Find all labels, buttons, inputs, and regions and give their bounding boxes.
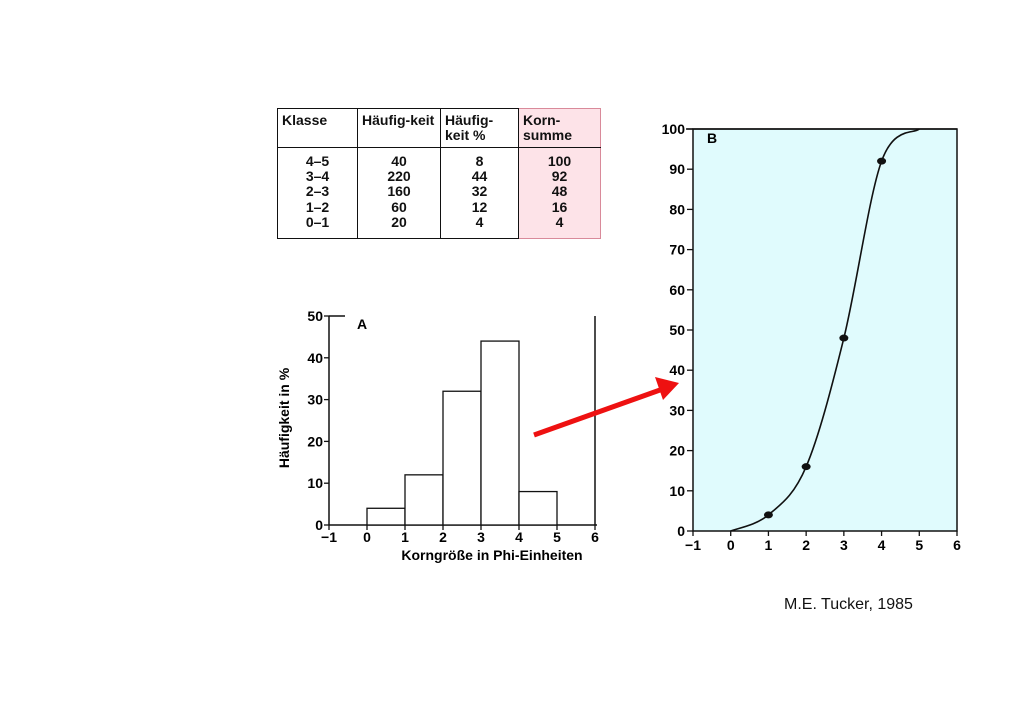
histogram-x-tick-label: 0	[363, 529, 371, 545]
cumulative-data-point	[801, 463, 811, 471]
cell-haeufigkeit: 60	[357, 199, 441, 215]
cell-kornsumme: 16	[518, 199, 601, 215]
histogram-bar	[442, 390, 482, 526]
cell-kornsumme: 100	[518, 147, 601, 170]
cell-prozent: 12	[440, 199, 519, 215]
cumulative-x-tick-label: 1	[765, 537, 773, 553]
histogram-y-axis-label: Häufigkeit in %	[276, 367, 292, 468]
header-kornsumme: Korn-summe	[518, 108, 601, 148]
cumulative-x-tick-label: 4	[878, 537, 886, 553]
cumulative-y-tick-label: 80	[669, 201, 685, 217]
cumulative-y-tick-label: 100	[662, 121, 686, 137]
cumulative-y-tick-label: 10	[669, 483, 685, 499]
cell-klasse: 0–1	[277, 214, 358, 239]
cumulative-data-points	[763, 157, 887, 519]
header-haeufigkeit: Häufig-keit	[357, 108, 441, 148]
histogram-x-axis-label: Korngröße in Phi-Einheiten	[401, 547, 582, 563]
cumulative-y-tick-label: 0	[677, 523, 685, 539]
histogram-y-tick-label: 20	[307, 433, 323, 449]
table-row: 0–1 20 4 4	[277, 214, 601, 239]
table-header-row: Klasse Häufig-keit Häufig-keit % Korn-su…	[277, 108, 601, 148]
cell-prozent: 44	[440, 169, 519, 185]
histogram-y-tick-label: 40	[307, 350, 323, 366]
cell-haeufigkeit: 160	[357, 184, 441, 200]
cumulative-data-point	[877, 157, 887, 165]
cumulative-x-ticks: −1 0 1 2 3 4 5 6	[685, 531, 961, 553]
histogram-x-tick-label: 6	[591, 529, 599, 545]
cumulative-plot-background	[692, 128, 958, 532]
arrow-head	[655, 377, 679, 400]
cumulative-x-tick-label: 0	[727, 537, 735, 553]
cell-haeufigkeit: 220	[357, 169, 441, 185]
cumulative-x-tick-label: −1	[685, 537, 701, 553]
cumulative-y-tick-label: 20	[669, 443, 685, 459]
histogram-x-tick-label: 5	[553, 529, 561, 545]
histogram-x-tick-label: −1	[321, 529, 337, 545]
arrow-shaft	[533, 387, 661, 438]
cumulative-y-tick-label: 60	[669, 282, 685, 298]
cell-kornsumme: 48	[518, 184, 601, 200]
cell-prozent: 4	[440, 214, 519, 239]
histogram-bar	[518, 490, 558, 526]
histogram-x-tick-label: 1	[401, 529, 409, 545]
cell-haeufigkeit: 20	[357, 214, 441, 239]
cumulative-y-tick-label: 30	[669, 402, 685, 418]
histogram-y-tick-label: 30	[307, 392, 323, 408]
cell-kornsumme: 92	[518, 169, 601, 185]
cell-klasse: 1–2	[277, 199, 358, 215]
histogram-x-tick-label: 2	[439, 529, 447, 545]
cumulative-y-tick-label: 70	[669, 242, 685, 258]
histogram-y-tick-label: 10	[307, 475, 323, 491]
cell-haeufigkeit: 40	[357, 147, 441, 170]
table-row: 3–4 220 44 92	[277, 169, 601, 185]
table-row: 1–2 60 12 16	[277, 199, 601, 215]
histogram-x-tick-label: 4	[515, 529, 523, 545]
cumulative-x-tick-label: 2	[802, 537, 810, 553]
histogram-panel-label: A	[357, 316, 367, 332]
cumulative-y-tick-label: 90	[669, 161, 685, 177]
histogram-y-tick-label: 50	[307, 308, 323, 324]
cumulative-data-point	[839, 334, 849, 342]
table-row: 2–3 160 32 48	[277, 184, 601, 200]
cell-klasse: 2–3	[277, 184, 358, 200]
grain-size-table: Klasse Häufig-keit Häufig-keit % Korn-su…	[277, 108, 601, 239]
cumulative-y-ticks: 0 10 20 30 40 50 60 70 80 90 100	[662, 121, 693, 539]
cumulative-x-tick-label: 5	[915, 537, 923, 553]
header-klasse: Klasse	[277, 108, 358, 148]
histogram-x-tick-label: 3	[477, 529, 485, 545]
histogram-bars	[366, 340, 558, 526]
cumulative-panel-label: B	[707, 130, 717, 146]
cumulative-y-tick-label: 40	[669, 362, 685, 378]
histogram-y-ticks: 0 10 20 30 40 50	[307, 308, 329, 533]
histogram-y-tick-label: 0	[315, 517, 323, 533]
histogram-x-ticks: −1 0 1 2 3 4 5 6	[321, 525, 599, 545]
cumulative-data-point	[763, 511, 773, 519]
source-credit: M.E. Tucker, 1985	[784, 596, 913, 613]
cell-kornsumme: 4	[518, 214, 601, 239]
cumulative-y-tick-label: 50	[669, 322, 685, 338]
cumulative-x-tick-label: 6	[953, 537, 961, 553]
histogram-bar	[480, 340, 520, 526]
cumulative-x-tick-label: 3	[840, 537, 848, 553]
table-row: 4–5 40 8 100	[277, 147, 601, 170]
histogram-bar	[404, 474, 444, 526]
